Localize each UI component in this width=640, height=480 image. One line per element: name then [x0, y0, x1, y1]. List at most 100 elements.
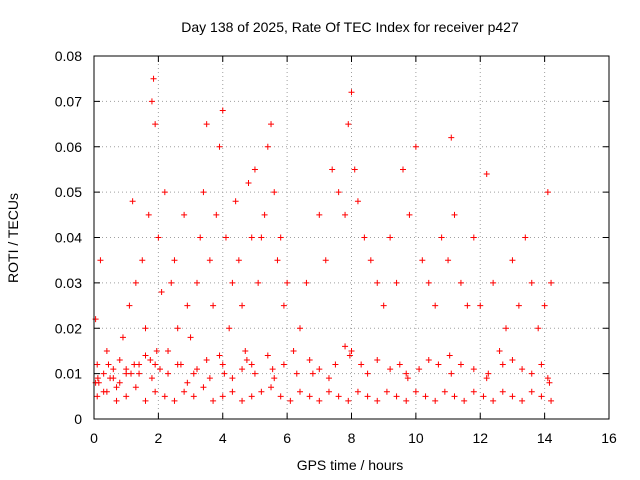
data-point [346, 352, 353, 359]
data-point [309, 370, 316, 377]
data-point [364, 370, 371, 377]
data-point [136, 370, 143, 377]
data-point [284, 279, 291, 286]
data-point [258, 388, 265, 395]
data-point [139, 257, 146, 264]
data-point [358, 361, 365, 368]
data-point [190, 370, 197, 377]
data-point [110, 366, 117, 373]
data-point [538, 361, 545, 368]
data-point [210, 397, 217, 404]
data-point [342, 343, 349, 350]
data-point [229, 279, 236, 286]
data-point [100, 370, 107, 377]
data-point [425, 279, 432, 286]
y-tick-label: 0.01 [55, 366, 82, 382]
data-point [219, 107, 226, 114]
data-point [132, 384, 139, 391]
data-point [332, 361, 339, 368]
data-point [148, 98, 155, 105]
data-point [239, 397, 246, 404]
data-point [400, 166, 406, 173]
data-point [258, 234, 265, 241]
data-point [206, 257, 213, 264]
data-point [251, 166, 258, 173]
data-point [123, 393, 130, 400]
data-point [145, 211, 152, 218]
y-tick-label: 0 [74, 411, 82, 427]
data-point [171, 397, 178, 404]
y-tick-label: 0.08 [55, 48, 82, 64]
data-point [404, 375, 411, 382]
grid-layer [94, 56, 609, 419]
data-point [480, 393, 487, 400]
data-point [219, 393, 226, 400]
data-point [387, 234, 394, 241]
data-point [187, 334, 194, 341]
data-point [165, 370, 172, 377]
data-point [425, 357, 432, 364]
y-tick-label: 0.06 [55, 139, 82, 155]
data-point [541, 302, 548, 309]
data-point [216, 143, 223, 150]
data-point [103, 347, 110, 354]
data-point [280, 302, 287, 309]
data-point [174, 325, 181, 332]
data-point [255, 279, 262, 286]
data-point [264, 352, 271, 359]
data-point [261, 211, 268, 218]
data-point [174, 361, 181, 368]
data-point [374, 397, 381, 404]
data-point [354, 388, 361, 395]
data-point [374, 279, 381, 286]
data-point [380, 302, 387, 309]
data-point [226, 325, 233, 332]
data-point [297, 325, 303, 332]
data-point [239, 366, 246, 373]
data-point [153, 347, 160, 354]
data-point [152, 388, 159, 395]
data-point [446, 352, 453, 359]
x-tick-label: 0 [90, 430, 98, 446]
data-point [412, 143, 419, 150]
data-point [142, 325, 149, 332]
data-point [441, 388, 448, 395]
data-point [422, 393, 429, 400]
data-point [148, 375, 155, 382]
data-point [181, 388, 188, 395]
data-point [451, 211, 458, 218]
data-point [435, 361, 442, 368]
data-point [316, 211, 323, 218]
data-point [306, 393, 313, 400]
data-point [490, 397, 497, 404]
data-point [403, 370, 410, 377]
data-point [335, 393, 342, 400]
data-point [393, 393, 400, 400]
data-point [406, 211, 413, 218]
data-point [222, 234, 229, 241]
data-point [110, 375, 117, 382]
data-point [509, 393, 516, 400]
data-point [361, 234, 368, 241]
data-point [268, 121, 275, 128]
data-point [470, 234, 477, 241]
data-point [287, 397, 294, 404]
data-point [235, 257, 242, 264]
y-tick-label: 0.07 [55, 93, 82, 109]
chart-title: Day 138 of 2025, Rate Of TEC Index for r… [181, 19, 519, 35]
data-point [367, 257, 374, 264]
data-point [448, 134, 455, 141]
data-point [546, 379, 553, 386]
data-point [242, 347, 249, 354]
data-point [364, 393, 371, 400]
data-point [161, 393, 168, 400]
data-point [509, 257, 516, 264]
data-point [229, 388, 236, 395]
data-point [232, 198, 239, 205]
data-point [345, 121, 352, 128]
data-point [94, 393, 101, 400]
data-point [213, 211, 220, 218]
data-point [416, 366, 423, 373]
data-point [342, 211, 349, 218]
data-point [316, 397, 323, 404]
